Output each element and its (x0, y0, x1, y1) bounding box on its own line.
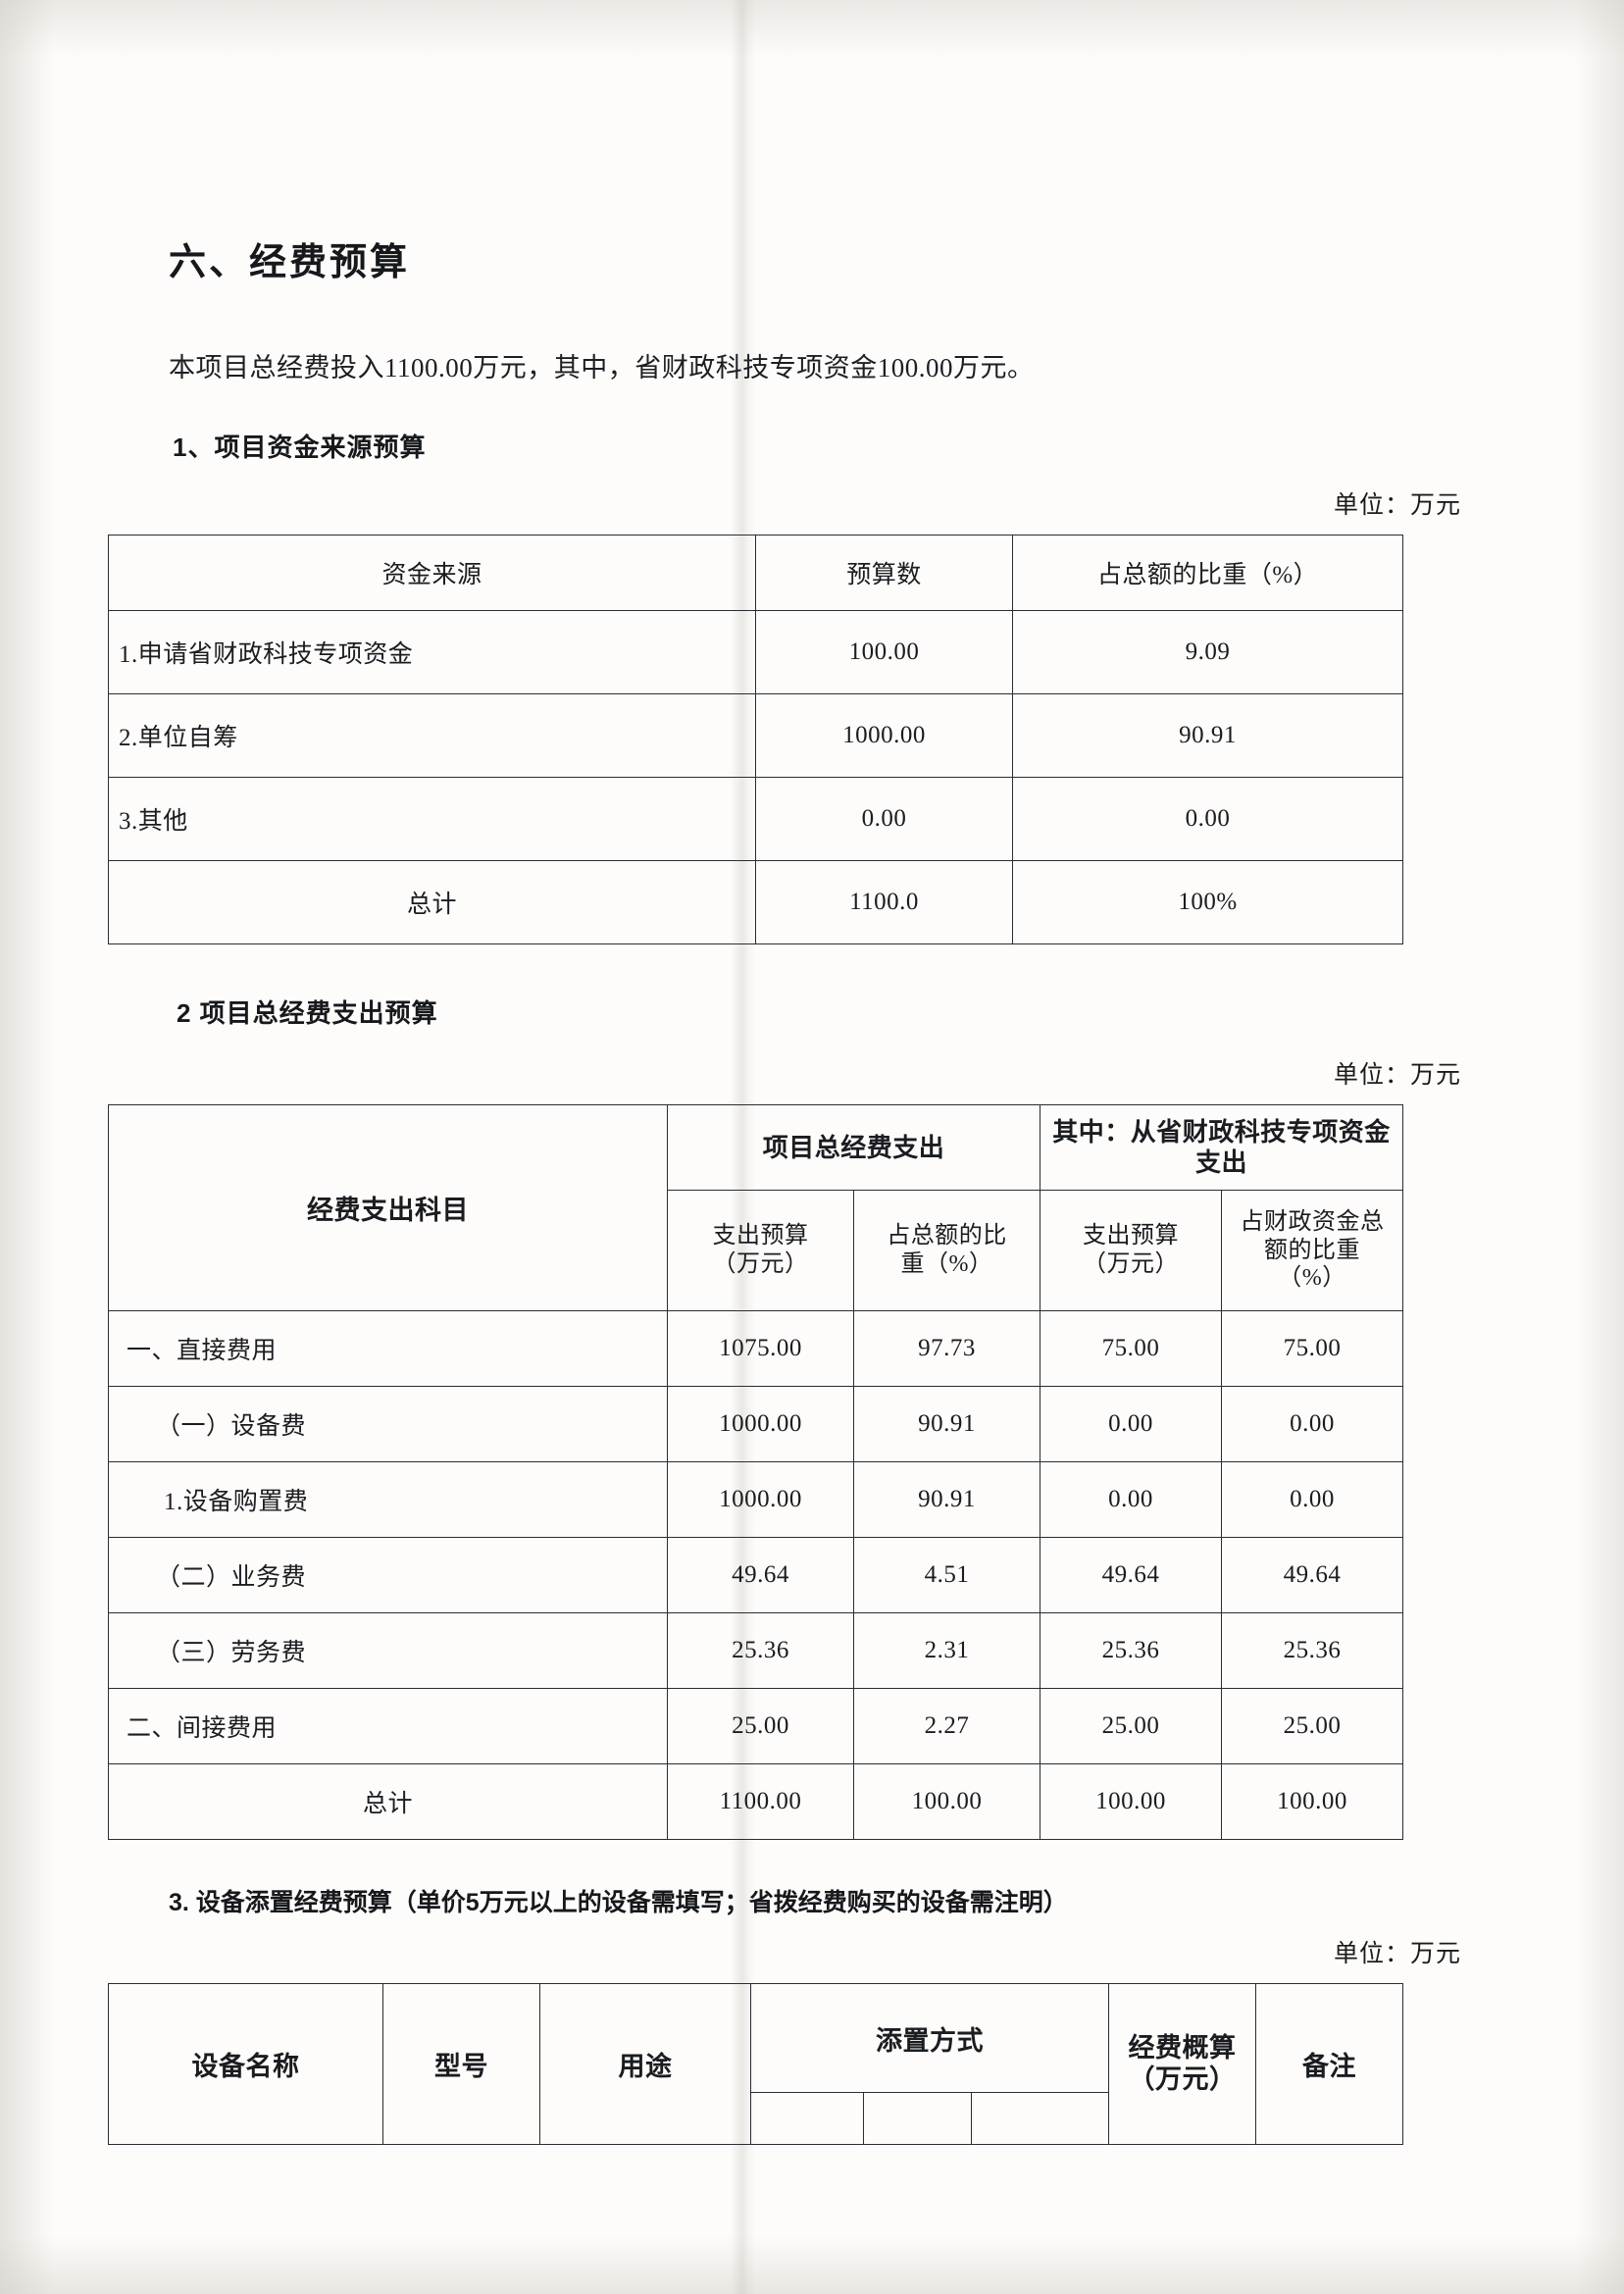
expenditure-item-name: 一、直接费用 (108, 1310, 668, 1387)
table-total-row: 总计 1100.0 100% (108, 860, 1403, 944)
col-header-model: 型号 (382, 1983, 540, 2145)
heading-fund-source: 1、项目资金来源预算 (173, 433, 427, 462)
table-total-row: 总计 1100.00 100.00 100.00 100.00 (108, 1763, 1404, 1840)
expenditure-total-prov-budget: 100.00 (1040, 1763, 1223, 1840)
expenditure-item-name: （三）劳务费 (108, 1612, 668, 1689)
col-header-prov-budget: 支出预算 （万元） (1040, 1190, 1223, 1311)
fund-source-table: 资金来源 预算数 占总额的比重（%） 1.申请省财政科技专项资金 100.00 … (108, 535, 1403, 944)
fund-source-budget: 100.00 (755, 610, 1013, 694)
fund-source-total-budget: 1100.0 (755, 860, 1013, 944)
col-header-equipment-name: 设备名称 (108, 1983, 383, 2145)
expenditure-prov-budget: 0.00 (1040, 1386, 1223, 1462)
expenditure-table: 经费支出科目 项目总经费支出 其中：从省财政科技专项资金支出 支出预算 （万元）… (108, 1104, 1404, 1840)
heading-equipment: 3. 设备添置经费预算（单价5万元以上的设备需填写；省拨经费购买的设备需注明） (169, 1889, 1068, 1916)
expenditure-total-label: 总计 (108, 1763, 668, 1840)
expenditure-total-budget: 25.00 (667, 1688, 854, 1764)
equipment-table: 设备名称 型号 用途 添置方式 经费概算 （万元） 备注 (108, 1983, 1404, 2145)
fund-source-budget: 1000.00 (755, 693, 1013, 778)
table-header-row: 资金来源 预算数 占总额的比重（%） (108, 535, 1403, 611)
col-header-estimate: 经费概算 （万元） (1108, 1983, 1257, 2145)
fund-source-total-share: 100% (1012, 860, 1403, 944)
expenditure-item-name: （二）业务费 (108, 1537, 668, 1613)
expenditure-total-budget: 1000.00 (667, 1461, 854, 1538)
expenditure-prov-budget: 0.00 (1040, 1461, 1223, 1538)
expenditure-total-budget: 25.36 (667, 1612, 854, 1689)
expenditure-prov-share: 75.00 (1221, 1310, 1404, 1387)
fund-source-share: 90.91 (1012, 693, 1403, 778)
expenditure-total-budget: 1000.00 (667, 1386, 854, 1462)
fund-source-name: 3.其他 (108, 777, 756, 861)
table-row: （二）业务费 49.64 4.51 49.64 49.64 (108, 1537, 1404, 1613)
expenditure-total-budget: 49.64 (667, 1537, 854, 1613)
table-row: 二、间接费用 25.00 2.27 25.00 25.00 (108, 1688, 1404, 1764)
fund-source-name: 2.单位自筹 (108, 693, 756, 778)
fund-source-total-label: 总计 (108, 860, 756, 944)
fund-source-budget: 0.00 (755, 777, 1013, 861)
table-row: 一、直接费用 1075.00 97.73 75.00 75.00 (108, 1310, 1404, 1387)
expenditure-item-name: 二、间接费用 (108, 1688, 668, 1764)
expenditure-total-share: 90.91 (852, 1386, 1041, 1462)
col-header-usage: 用途 (539, 1983, 751, 2145)
page-content: 六、经费预算 本项目总经费投入1100.00万元，其中，省财政科技专项资金100… (108, 242, 1461, 2145)
col-header-prov-share: 占财政资金总 额的比重 （%） (1221, 1190, 1404, 1311)
unit-label-expenditure: 单位：万元 (1333, 1062, 1461, 1089)
table-row: 3.其他 0.00 0.00 (108, 777, 1403, 861)
table-row: 1.设备购置费 1000.00 90.91 0.00 0.00 (108, 1461, 1404, 1538)
expenditure-prov-share: 49.64 (1221, 1537, 1404, 1613)
expenditure-item-name: （一）设备费 (108, 1386, 668, 1462)
table-row: 1.申请省财政科技专项资金 100.00 9.09 (108, 610, 1403, 694)
table-header-row-top: 经费支出科目 项目总经费支出 其中：从省财政科技专项资金支出 (108, 1104, 1404, 1311)
heading-expenditure: 2 项目总经费支出预算 (177, 998, 438, 1028)
col-header-remark: 备注 (1255, 1983, 1404, 2145)
table-header-row-top: 设备名称 型号 用途 添置方式 经费概算 （万元） 备注 (108, 1983, 1404, 2145)
acquire-sub-cell-2 (863, 2092, 972, 2145)
intro-paragraph: 本项目总经费投入1100.00万元，其中，省财政科技专项资金100.00万元。 (169, 353, 1035, 382)
col-header-subject: 经费支出科目 (108, 1104, 668, 1311)
expenditure-prov-share: 25.00 (1221, 1688, 1404, 1764)
col-header-acquire-method: 添置方式 (749, 1983, 1110, 2093)
expenditure-total-total-share: 100.00 (852, 1763, 1041, 1840)
table-row: 2.单位自筹 1000.00 90.91 (108, 693, 1403, 778)
unit-label-fund-source: 单位：万元 (1333, 492, 1461, 519)
expenditure-prov-share: 25.36 (1221, 1612, 1404, 1689)
expenditure-total-share: 2.27 (852, 1688, 1041, 1764)
fund-source-share: 9.09 (1012, 610, 1403, 694)
col-header-budget: 预算数 (755, 535, 1013, 611)
expenditure-prov-budget: 25.00 (1040, 1688, 1223, 1764)
table-row: （一）设备费 1000.00 90.91 0.00 0.00 (108, 1386, 1404, 1462)
expenditure-prov-share: 0.00 (1221, 1386, 1404, 1462)
table-header-row-sub: 支出预算 （万元） 占总额的比 重（%） 支出预算 （万元） 占财政资金总 额的… (109, 1190, 1404, 1311)
col-header-total-share: 占总额的比 重（%） (852, 1190, 1041, 1311)
expenditure-total-share: 90.91 (852, 1461, 1041, 1538)
expenditure-prov-budget: 75.00 (1040, 1310, 1223, 1387)
col-header-source: 资金来源 (108, 535, 756, 611)
expenditure-item-name: 1.设备购置费 (108, 1461, 668, 1538)
unit-label-equipment: 单位：万元 (1333, 1941, 1461, 1967)
expenditure-prov-share: 0.00 (1221, 1461, 1404, 1538)
expenditure-total-budget: 1075.00 (667, 1310, 854, 1387)
expenditure-total-prov-share: 100.00 (1221, 1763, 1404, 1840)
expenditure-total-share: 97.73 (852, 1310, 1041, 1387)
fund-source-name: 1.申请省财政科技专项资金 (108, 610, 756, 694)
col-group-provincial: 其中：从省财政科技专项资金支出 (1040, 1104, 1404, 1191)
fund-source-share: 0.00 (1012, 777, 1403, 861)
acquire-sub-cell-1 (750, 2092, 864, 2145)
page-title: 六、经费预算 (169, 242, 411, 283)
expenditure-prov-budget: 25.36 (1040, 1612, 1223, 1689)
expenditure-prov-budget: 49.64 (1040, 1537, 1223, 1613)
expenditure-total-total-budget: 1100.00 (667, 1763, 854, 1840)
col-header-total-budget: 支出预算 （万元） (667, 1190, 854, 1311)
table-header-row-sub (109, 2092, 1403, 2145)
acquire-sub-cell-3 (970, 2092, 1110, 2145)
col-header-share: 占总额的比重（%） (1012, 535, 1403, 611)
expenditure-total-share: 4.51 (852, 1537, 1041, 1613)
table-row: （三）劳务费 25.36 2.31 25.36 25.36 (108, 1612, 1404, 1689)
col-group-total: 项目总经费支出 (666, 1104, 1041, 1191)
expenditure-total-share: 2.31 (852, 1612, 1041, 1689)
